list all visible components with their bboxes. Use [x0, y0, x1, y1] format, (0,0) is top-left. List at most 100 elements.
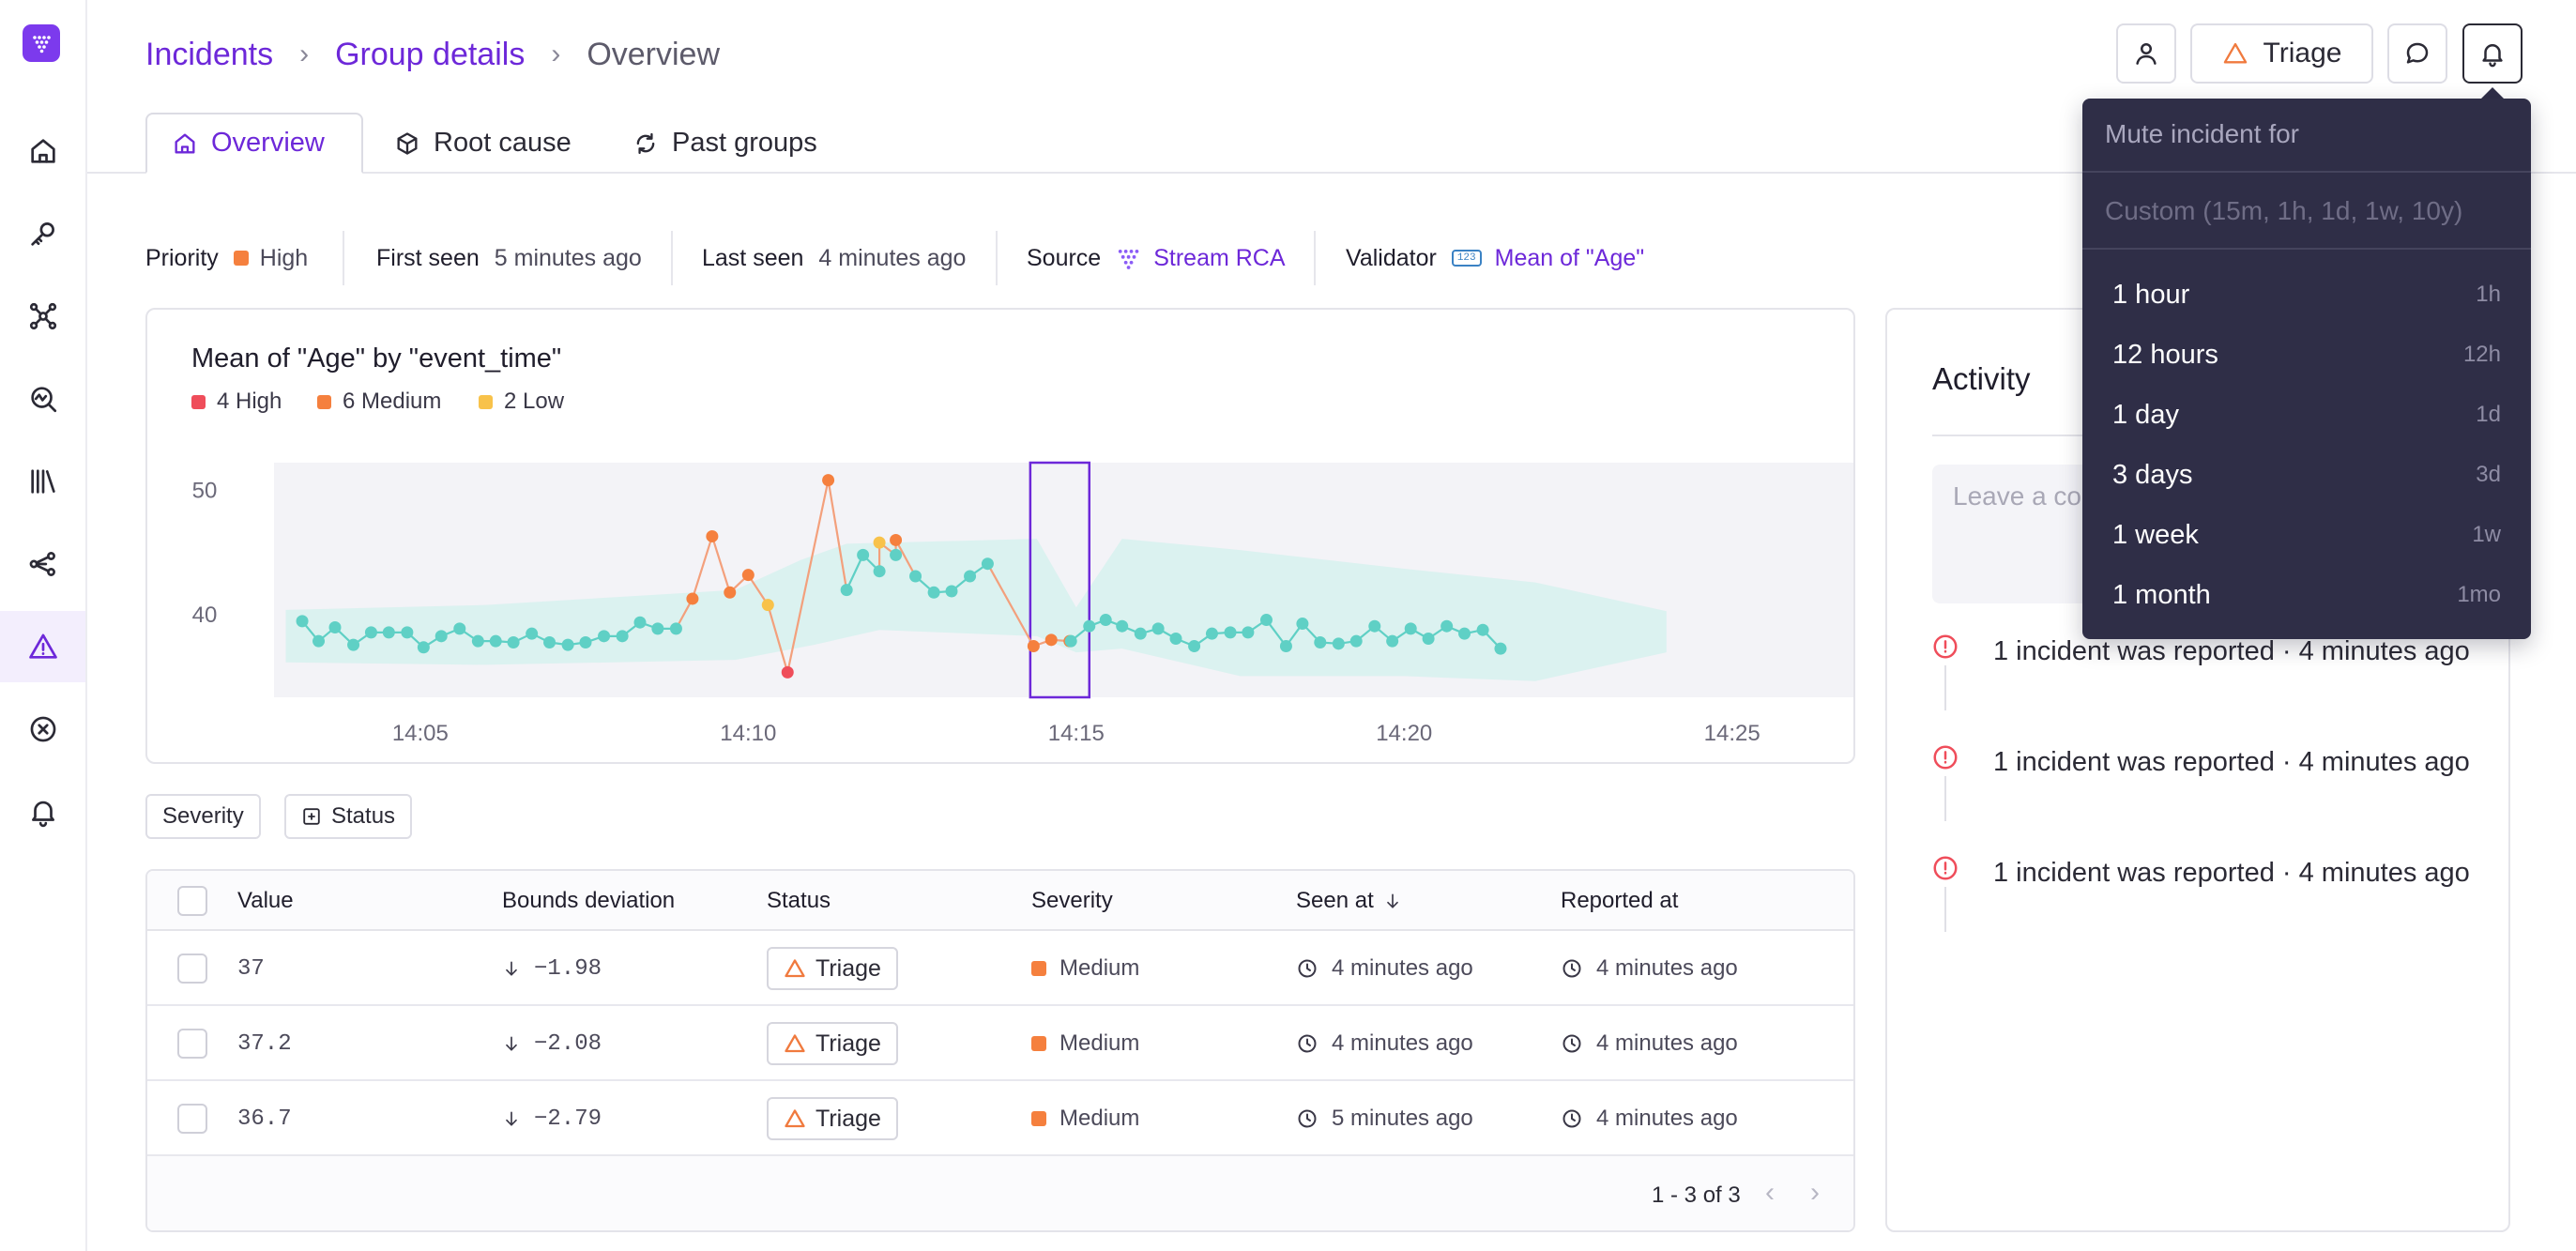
data-point — [471, 634, 484, 648]
row-checkbox[interactable] — [177, 1029, 207, 1059]
table-row[interactable]: 36.7 −2.79 Triage Medium 5 minutes ago 4… — [147, 1081, 1853, 1156]
arrow-down-icon — [506, 1111, 517, 1126]
table-row[interactable]: 37.2 −2.08 Triage Medium 4 minutes ago 4… — [147, 1006, 1853, 1081]
mute-option-1-day[interactable]: 1 day 1d — [2112, 387, 2501, 443]
seen-at-value: 4 minutes ago — [1332, 955, 1473, 981]
severity-filter[interactable]: Severity — [145, 794, 261, 839]
option-shortcut: 12h — [2462, 342, 2501, 367]
tab-root-cause[interactable]: Root cause — [370, 113, 596, 174]
data-point — [543, 635, 556, 648]
nav-notifications[interactable] — [0, 776, 85, 847]
timeline-line — [1944, 665, 1946, 710]
data-point — [1099, 614, 1112, 627]
source-meta: Source Stream RCA — [1027, 239, 1286, 277]
row-checkbox[interactable] — [177, 954, 207, 984]
data-point — [1349, 634, 1363, 648]
mute-custom-input[interactable]: Custom (15m, 1h, 1d, 1w, 10y) — [2105, 196, 2463, 225]
triangle-icon — [785, 959, 805, 978]
status-badge[interactable]: Triage — [767, 947, 898, 990]
seen-at-value: 5 minutes ago — [1332, 1106, 1473, 1131]
divider — [996, 231, 998, 285]
data-point — [1440, 619, 1454, 633]
mute-option-1-month[interactable]: 1 month 1mo — [2112, 567, 2501, 623]
data-point — [1116, 619, 1129, 633]
first-seen-value: 5 minutes ago — [494, 244, 642, 271]
table-footer: 1 - 3 of 3 ‹ › — [147, 1156, 1853, 1230]
data-point — [489, 634, 502, 648]
nav-keys[interactable] — [0, 198, 85, 269]
tab-past-groups[interactable]: Past groups — [608, 113, 842, 174]
data-point — [1494, 642, 1507, 655]
chat-icon — [2406, 42, 2429, 64]
column-value[interactable]: Value — [237, 888, 294, 913]
app-logo[interactable] — [23, 24, 60, 62]
data-point — [706, 529, 719, 542]
breadcrumb-incidents[interactable]: Incidents — [145, 36, 274, 72]
nav-lineage[interactable] — [0, 528, 85, 600]
data-point — [724, 586, 737, 599]
legend-item-medium[interactable]: 6 Medium — [317, 389, 441, 415]
mute-option-1-week[interactable]: 1 week 1w — [2112, 507, 2501, 563]
status-badge[interactable]: Triage — [767, 1022, 898, 1065]
data-point — [312, 634, 326, 648]
column-seen-at-label: Seen at — [1296, 888, 1374, 913]
home-icon — [30, 139, 55, 163]
status-filter[interactable]: Status — [284, 794, 413, 839]
option-label: 3 days — [2112, 459, 2193, 490]
cell-deviation: −1.98 — [502, 931, 602, 1006]
column-reported-at[interactable]: Reported at — [1561, 888, 1679, 913]
legend-item-high[interactable]: 4 High — [191, 389, 282, 415]
activity-item: 1 incident was reported · 4 minutes ago — [1993, 636, 2470, 666]
prev-page-icon[interactable]: ‹ — [1765, 1177, 1775, 1208]
nav-home[interactable] — [0, 115, 85, 187]
refresh-icon — [636, 132, 655, 154]
legend-item-low[interactable]: 2 Low — [479, 389, 564, 415]
next-page-icon[interactable]: › — [1810, 1177, 1820, 1208]
pagination-summary: 1 - 3 of 3 — [1652, 1182, 1741, 1208]
option-label: 1 month — [2112, 579, 2211, 610]
legend-swatch — [317, 394, 331, 409]
nav-monitor[interactable] — [0, 363, 85, 435]
nav-exceptions[interactable] — [0, 694, 85, 765]
data-point — [857, 548, 870, 561]
mute-option-12-hours[interactable]: 12 hours 12h — [2112, 327, 2501, 383]
data-point — [1027, 639, 1040, 652]
data-point — [781, 665, 794, 679]
data-point — [669, 622, 682, 635]
selected-range-highlight — [1029, 461, 1091, 699]
priority-label: Priority — [145, 244, 219, 271]
column-severity[interactable]: Severity — [1031, 888, 1113, 913]
severity-filter-label: Severity — [162, 803, 244, 829]
source-value[interactable]: Stream RCA — [1153, 244, 1286, 271]
validator-value[interactable]: Mean of "Age" — [1494, 244, 1645, 271]
legend-swatch — [479, 394, 493, 409]
data-point — [1386, 634, 1399, 648]
nav-library[interactable] — [0, 446, 85, 517]
column-seen-at[interactable]: Seen at — [1296, 871, 1402, 931]
row-checkbox[interactable] — [177, 1104, 207, 1134]
status-badge[interactable]: Triage — [767, 1097, 898, 1140]
option-label: 1 day — [2112, 399, 2179, 430]
nav-graph[interactable] — [0, 281, 85, 352]
source-label: Source — [1027, 244, 1102, 271]
data-point — [561, 638, 574, 651]
column-bounds-deviation[interactable]: Bounds deviation — [502, 888, 676, 913]
mute-option-3-days[interactable]: 3 days 3d — [2112, 447, 2501, 503]
severity-label: Medium — [1059, 1030, 1140, 1056]
data-point — [761, 599, 774, 612]
column-status[interactable]: Status — [767, 888, 831, 913]
mute-option-1-hour[interactable]: 1 hour 1h — [2112, 267, 2501, 323]
data-point — [1242, 626, 1255, 639]
table-row[interactable]: 37 −1.98 Triage Medium 4 minutes ago 4 m… — [147, 931, 1853, 1006]
data-point — [328, 621, 342, 634]
tab-overview[interactable]: Overview — [145, 113, 363, 174]
assign-user-button[interactable] — [2116, 23, 2176, 84]
nav-incidents[interactable] — [0, 611, 85, 682]
triage-status-button[interactable]: Triage — [2190, 23, 2373, 84]
mute-button[interactable] — [2462, 23, 2523, 84]
divider — [1314, 231, 1316, 285]
select-all-checkbox[interactable] — [177, 886, 207, 916]
comment-button[interactable] — [2387, 23, 2447, 84]
breadcrumb-group-details[interactable]: Group details — [335, 36, 526, 72]
priority-value: High — [259, 244, 309, 271]
